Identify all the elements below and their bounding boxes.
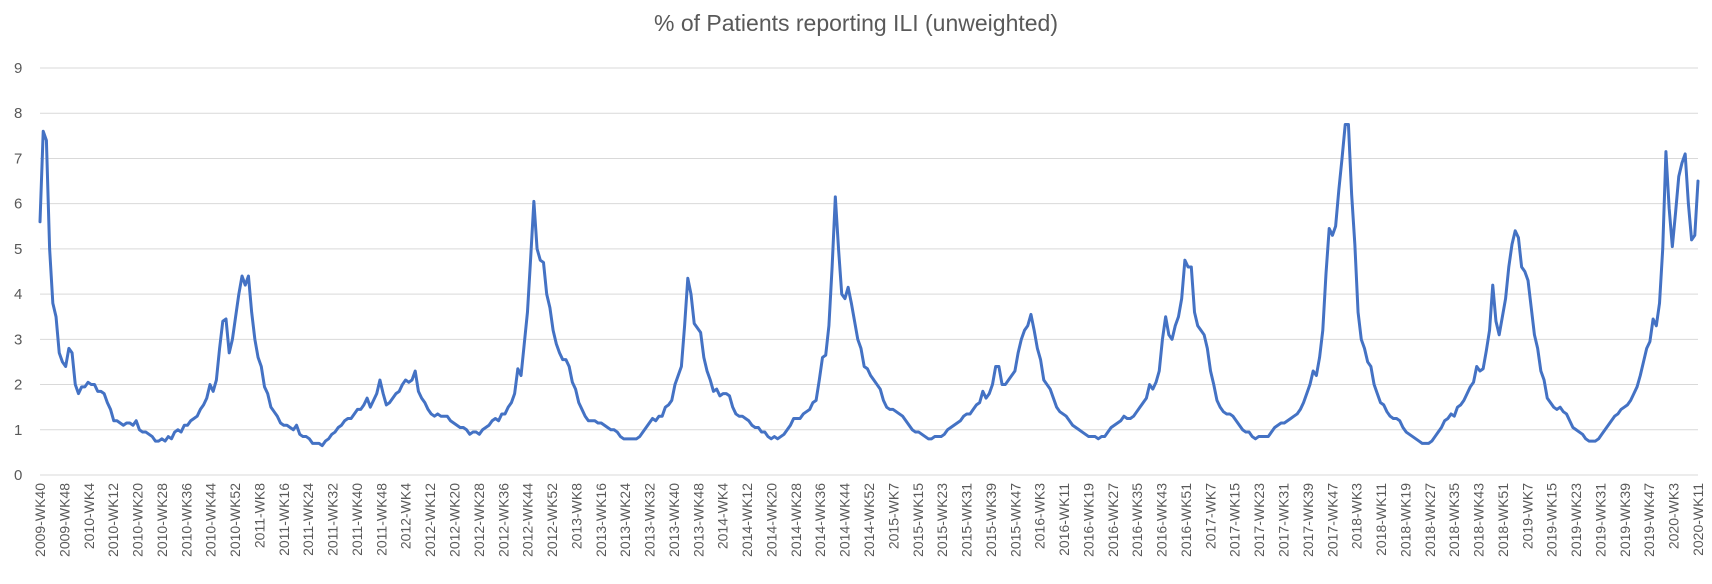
x-tick-label: 2018-WK3	[1349, 483, 1365, 549]
x-tick-label: 2011-WK8	[251, 483, 267, 548]
x-tick-label: 2010-WK12	[105, 483, 121, 557]
x-tick-label: 2019-WK39	[1617, 483, 1633, 557]
x-tick-label: 2010-WK20	[130, 483, 146, 557]
x-tick-label: 2017-WK47	[1324, 483, 1340, 557]
x-tick-label: 2014-WK28	[788, 483, 804, 557]
x-tick-label: 2019-WK47	[1641, 483, 1657, 557]
x-tick-label: 2017-WK15	[1227, 483, 1243, 557]
x-tick-label: 2012-WK20	[447, 483, 463, 557]
grid-lines	[40, 67, 1698, 431]
y-tick-label: 5	[14, 241, 22, 258]
y-tick-label: 3	[14, 331, 22, 348]
x-tick-label: 2015-WK15	[910, 483, 926, 557]
x-tick-label: 2013-WK24	[617, 483, 633, 557]
y-tick-label: 6	[14, 196, 22, 213]
x-tick-label: 2011-WK32	[325, 483, 341, 556]
x-tick-label: 2013-WK16	[593, 483, 609, 557]
x-tick-label: 2018-WK11	[1373, 483, 1389, 556]
x-tick-label: 2017-WK23	[1251, 483, 1267, 557]
x-tick-label: 2016-WK3	[1032, 483, 1048, 549]
x-tick-label: 2018-WK35	[1446, 483, 1462, 557]
x-tick-label: 2010-WK44	[203, 483, 219, 557]
x-tick-label: 2020-WK11	[1690, 483, 1706, 556]
x-tick-label: 2013-WK48	[690, 483, 706, 557]
series-line	[38, 123, 1700, 448]
y-tick-label: 1	[14, 422, 22, 439]
x-tick-label: 2015-WK39	[983, 483, 999, 557]
x-tick-label: 2020-WK3	[1666, 483, 1682, 549]
x-tick-label: 2019-WK23	[1568, 483, 1584, 557]
x-tick-label: 2010-WK36	[178, 483, 194, 557]
y-tick-label: 9	[14, 60, 22, 77]
x-tick-label: 2009-WK48	[56, 483, 72, 557]
x-tick-label: 2014-WK52	[861, 483, 877, 557]
series-layer	[38, 123, 1700, 448]
chart-title: % of Patients reporting ILI (unweighted)	[653, 10, 1058, 36]
y-axis-tick-labels: 0 1 2 3 4 5 6 7 8 9	[14, 60, 22, 484]
x-tick-label: 2010-WK4	[81, 483, 97, 549]
x-tick-label: 2013-WK40	[666, 483, 682, 557]
x-tick-label: 2019-WK15	[1544, 483, 1560, 557]
x-tick-label: 2014-WK44	[837, 483, 853, 557]
x-tick-label: 2016-WK35	[1129, 483, 1145, 557]
y-tick-label: 4	[14, 286, 22, 303]
y-tick-label: 0	[14, 467, 22, 484]
x-tick-label: 2014-WK36	[812, 483, 828, 557]
x-tick-label: 2018-WK43	[1471, 483, 1487, 557]
x-tick-label: 2016-WK51	[1178, 483, 1194, 557]
x-tick-label: 2014-WK20	[763, 483, 779, 557]
x-tick-label: 2012-WK36	[495, 483, 511, 557]
x-tick-label: 2015-WK31	[959, 483, 975, 557]
y-tick-label: 2	[14, 377, 22, 394]
x-tick-label: 2018-WK27	[1422, 483, 1438, 557]
y-tick-label: 7	[14, 150, 22, 167]
x-tick-label: 2014-WK12	[739, 483, 755, 557]
x-tick-label: 2012-WK28	[471, 483, 487, 557]
x-tick-label: 2019-WK31	[1592, 483, 1608, 557]
x-tick-label: 2012-WK44	[520, 483, 536, 557]
x-tick-label: 2019-WK7	[1519, 483, 1535, 549]
x-tick-label: 2018-WK19	[1397, 483, 1413, 557]
x-tick-label: 2010-WK52	[227, 483, 243, 557]
x-tick-label: 2017-WK31	[1276, 483, 1292, 557]
y-tick-label: 8	[14, 105, 22, 122]
x-tick-label: 2013-WK8	[568, 483, 584, 549]
x-tick-label: 2016-WK43	[1154, 483, 1170, 557]
x-tick-label: 2016-WK27	[1105, 483, 1121, 557]
x-axis-tick-labels: 2009-WK40 2009-WK48 2010-WK4 2010-WK12 2010-…	[32, 483, 1706, 557]
x-tick-label: 2015-WK7	[885, 483, 901, 549]
x-tick-label: 2015-WK47	[1007, 483, 1023, 557]
x-tick-label: 2017-WK7	[1202, 483, 1218, 549]
x-tick-label: 2016-WK19	[1080, 483, 1096, 557]
x-tick-label: 2009-WK40	[32, 483, 48, 557]
x-tick-label: 2013-WK32	[642, 483, 658, 557]
x-tick-label: 2011-WK24	[300, 483, 316, 556]
x-tick-label: 2018-WK51	[1495, 483, 1511, 557]
x-tick-label: 2010-WK28	[154, 483, 170, 557]
x-tick-label: 2011-WK40	[349, 483, 365, 556]
x-tick-label: 2016-WK11	[1056, 483, 1072, 556]
x-tick-label: 2012-WK52	[544, 483, 560, 557]
x-tick-label: 2015-WK23	[934, 483, 950, 557]
x-tick-label: 2011-WK48	[373, 483, 389, 556]
x-tick-label: 2014-WK4	[715, 483, 731, 549]
x-tick-label: 2012-WK12	[422, 483, 438, 557]
x-tick-label: 2017-WK39	[1300, 483, 1316, 557]
x-tick-label: 2011-WK16	[276, 483, 292, 556]
x-tick-label: 2012-WK4	[398, 483, 414, 549]
